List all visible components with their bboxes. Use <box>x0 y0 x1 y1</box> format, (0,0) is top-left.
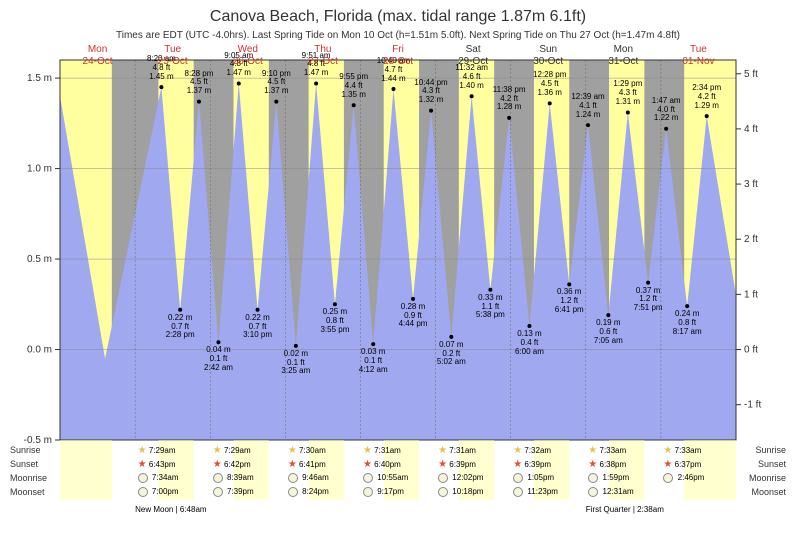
tide-extreme-label: 1:47 am4.0 ft1.22 m <box>652 97 681 123</box>
tide-extreme-label: 11:38 pm4.2 ft1.28 m <box>493 86 526 112</box>
moonset-value: 11:23pm <box>513 487 558 497</box>
moonrise-value: 9:46am <box>288 473 329 483</box>
svg-text:4 ft: 4 ft <box>744 124 758 135</box>
row-label-moonrise: Moonrise <box>10 473 47 483</box>
sunrise-value: ★ 7:33am <box>663 445 701 456</box>
row-label-sunrise: Sunrise <box>10 445 41 455</box>
moonrise-value: 12:02pm <box>438 473 483 483</box>
tide-extreme-label: 0.03 m0.1 ft4:12 am <box>359 348 388 374</box>
sunset-value: ★ 6:40pm <box>363 459 401 470</box>
moonrise-value: 7:34am <box>138 473 179 483</box>
tide-extreme-label: 12:28 pm4.5 ft1.36 m <box>533 71 566 97</box>
first-quarter-note: First Quarter | 2:38am <box>586 505 664 514</box>
sunset-value: ★ 6:37pm <box>663 459 701 470</box>
sunset-value: ★ 6:41pm <box>288 459 326 470</box>
moonset-value: 7:00pm <box>138 487 179 497</box>
moonset-value: 8:24pm <box>288 487 329 497</box>
sunrise-value: ★ 7:31am <box>438 445 476 456</box>
svg-text:3 ft: 3 ft <box>744 179 758 190</box>
tide-extreme-label: 0.25 m0.8 ft3:55 pm <box>320 308 349 334</box>
tide-extreme-label: 0.36 m1.2 ft6:41 pm <box>555 288 584 314</box>
tide-extreme-label: 0.07 m0.2 ft5:02 am <box>437 341 466 367</box>
day-header: Tue25-Oct <box>148 44 198 68</box>
moonset-value: 10:18pm <box>438 487 483 497</box>
day-header: Thu27-Oct <box>298 44 348 68</box>
row-label-moonrise-right: Moonrise <box>749 473 786 483</box>
moonrise-value: 1:05pm <box>513 473 554 483</box>
svg-text:-1 ft: -1 ft <box>744 400 761 411</box>
tide-extreme-label: 0.24 m0.8 ft8:17 am <box>673 310 702 336</box>
tide-extreme-label: 12:39 am4.1 ft1.24 m <box>571 93 604 119</box>
day-header: Fri28-Oct <box>373 44 423 68</box>
tide-extreme-label: 2:34 pm4.2 ft1.29 m <box>692 84 721 110</box>
tide-extreme-label: 0.28 m0.9 ft4:44 pm <box>399 303 428 329</box>
svg-text:0 ft: 0 ft <box>744 345 758 356</box>
tide-extreme-label: 0.37 m1.2 ft7:51 pm <box>634 287 663 313</box>
tide-chart-container: Canova Beach, Florida (max. tidal range … <box>0 0 796 539</box>
sunrise-value: ★ 7:29am <box>213 445 251 456</box>
day-header: Wed26-Oct <box>223 44 273 68</box>
svg-text:1 ft: 1 ft <box>744 289 758 300</box>
day-header: Mon31-Oct <box>598 44 648 68</box>
day-header: Sat29-Oct <box>448 44 498 68</box>
svg-text:1.5 m: 1.5 m <box>27 73 52 84</box>
svg-text:1.0 m: 1.0 m <box>27 164 52 175</box>
tide-extreme-label: 1:29 pm4.3 ft1.31 m <box>613 80 642 106</box>
tide-extreme-label: 0.02 m0.1 ft3:25 am <box>281 350 310 376</box>
moonset-value: 9:17pm <box>363 487 404 497</box>
sunrise-value: ★ 7:30am <box>288 445 326 456</box>
moonrise-value: 1:59pm <box>588 473 629 483</box>
sunrise-value: ★ 7:32am <box>513 445 551 456</box>
moonset-value: 12:31am <box>588 487 633 497</box>
svg-text:5 ft: 5 ft <box>744 69 758 80</box>
sunset-value: ★ 6:39pm <box>438 459 476 470</box>
svg-text:2 ft: 2 ft <box>744 234 758 245</box>
tide-extreme-label: 0.13 m0.4 ft6:00 am <box>515 330 544 356</box>
tide-extreme-label: 0.04 m0.1 ft2:42 am <box>204 346 233 372</box>
tide-extreme-label: 8:28 pm4.5 ft1.37 m <box>185 70 214 96</box>
tide-extreme-label: 0.19 m0.6 ft7:05 am <box>594 319 623 345</box>
row-label-moonset: Moonset <box>10 487 45 497</box>
tide-extreme-label: 0.33 m1.1 ft5:38 pm <box>476 294 505 320</box>
moonrise-value: 2:46pm <box>663 473 704 483</box>
svg-text:0.0 m: 0.0 m <box>27 345 52 356</box>
moonrise-value: 10:55am <box>363 473 408 483</box>
tide-extreme-label: 0.22 m0.7 ft3:10 pm <box>243 314 272 340</box>
day-header: Tue01-Nov <box>673 44 723 68</box>
tide-extreme-label: 11:32 am4.6 ft1.40 m <box>455 64 488 90</box>
tide-extreme-label: 10:44 pm4.3 ft1.32 m <box>414 79 447 105</box>
row-label-sunset: Sunset <box>10 459 38 469</box>
row-label-sunset-right: Sunset <box>758 459 786 469</box>
row-label-moonset-right: Moonset <box>751 487 786 497</box>
day-header: Mon24-Oct <box>73 44 123 68</box>
tide-extreme-label: 9:10 pm4.5 ft1.37 m <box>262 70 291 96</box>
sunset-value: ★ 6:38pm <box>588 459 626 470</box>
new-moon-note: New Moon | 6:48am <box>135 505 206 514</box>
sunrise-value: ★ 7:31am <box>363 445 401 456</box>
sunset-value: ★ 6:42pm <box>213 459 251 470</box>
moonset-value: 7:39pm <box>213 487 254 497</box>
tide-extreme-label: 9:55 pm4.4 ft1.35 m <box>339 73 368 99</box>
moonrise-value: 8:39am <box>213 473 254 483</box>
sunrise-value: ★ 7:29am <box>138 445 176 456</box>
sunset-value: ★ 6:39pm <box>513 459 551 470</box>
day-header: Sun30-Oct <box>523 44 573 68</box>
tide-extreme-label: 0.22 m0.7 ft2:28 pm <box>166 314 195 340</box>
svg-text:0.5 m: 0.5 m <box>27 254 52 265</box>
row-label-sunrise-right: Sunrise <box>755 445 786 455</box>
sunrise-value: ★ 7:33am <box>588 445 626 456</box>
sunset-value: ★ 6:43pm <box>138 459 176 470</box>
